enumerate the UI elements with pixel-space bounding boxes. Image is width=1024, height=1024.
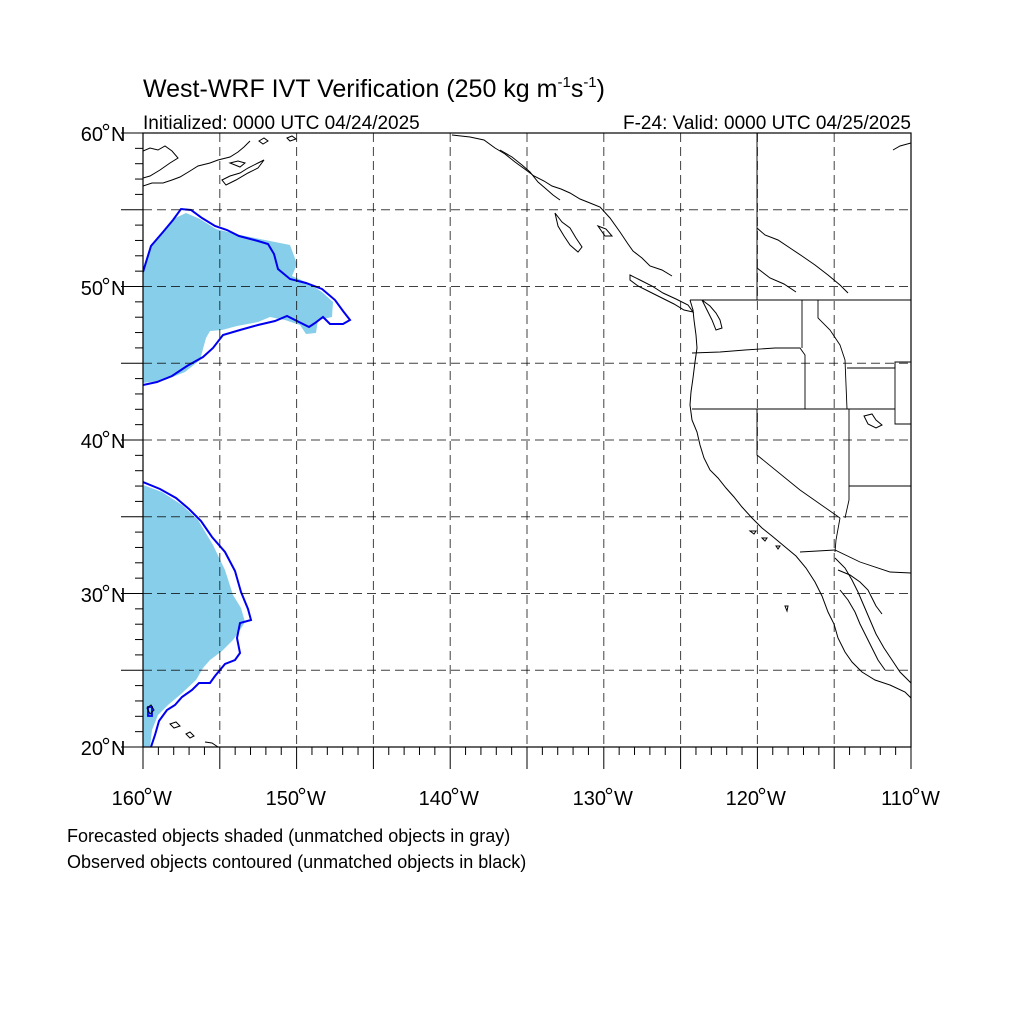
degree-symbol-icon: [102, 430, 110, 438]
degree-symbol-icon: [451, 787, 459, 795]
degree-symbol-icon: [102, 737, 110, 745]
lon-label-110: 110: [881, 788, 913, 810]
lat-label-30: 30: [81, 585, 103, 607]
legend-note-observed: Observed objects contoured (unmatched ob…: [67, 852, 526, 872]
degree-symbol-icon: [298, 787, 306, 795]
forecast-object-north: [143, 213, 333, 383]
degree-symbol-icon: [102, 123, 110, 131]
degree-symbol-icon: [912, 787, 920, 795]
forecast-object-south: [143, 485, 245, 747]
init-time-label: Initialized: 0000 UTC 04/24/2025: [143, 113, 420, 134]
lat-label-30-suffix: N: [111, 585, 125, 607]
observed-contour-north: [143, 207, 352, 386]
lon-label-140: 140: [419, 788, 452, 810]
lon-label-140-suffix: W: [460, 788, 479, 810]
degree-symbol-icon: [605, 787, 613, 795]
lon-label-160-suffix: W: [153, 788, 172, 810]
degree-symbol-icon: [102, 277, 110, 285]
lon-label-120: 120: [726, 788, 759, 810]
lon-label-130-suffix: W: [614, 788, 633, 810]
lat-label-40-suffix: N: [111, 431, 125, 453]
map-title: West-WRF IVT Verification (250 kg m-1s-1…: [143, 74, 605, 103]
valid-time-label: F-24: Valid: 0000 UTC 04/25/2025: [623, 113, 911, 134]
lat-label-60: 60: [81, 124, 103, 146]
lat-label-20: 20: [81, 738, 103, 760]
lon-label-150-suffix: W: [307, 788, 326, 810]
observed-small-contour: [147, 706, 153, 717]
lon-label-160: 160: [112, 788, 145, 810]
latitude-labels: 60 N 50 N 40 N 30 N 20 N: [81, 123, 125, 760]
lon-label-130: 130: [573, 788, 606, 810]
lon-label-120-suffix: W: [767, 788, 786, 810]
observed-contour-south: [143, 481, 253, 747]
degree-symbol-icon: [144, 787, 152, 795]
lon-label-150: 150: [266, 788, 299, 810]
coastlines: [143, 134, 911, 747]
legend-note-forecast: Forecasted objects shaded (unmatched obj…: [67, 826, 510, 846]
lat-label-40: 40: [81, 431, 103, 453]
axis-ticks: [121, 132, 912, 769]
longitude-labels: 160 W 150 W 140 W 130 W 120 W 110 W: [112, 787, 940, 810]
degree-symbol-icon: [758, 787, 766, 795]
lat-label-50-suffix: N: [111, 278, 125, 300]
lat-label-20-suffix: N: [111, 738, 125, 760]
lon-label-110-suffix: W: [921, 788, 940, 810]
lat-label-60-suffix: N: [111, 124, 125, 146]
lat-lon-grid: [143, 133, 911, 747]
political-borders: [690, 133, 911, 574]
lat-label-50: 50: [81, 278, 103, 300]
degree-symbol-icon: [102, 584, 110, 592]
